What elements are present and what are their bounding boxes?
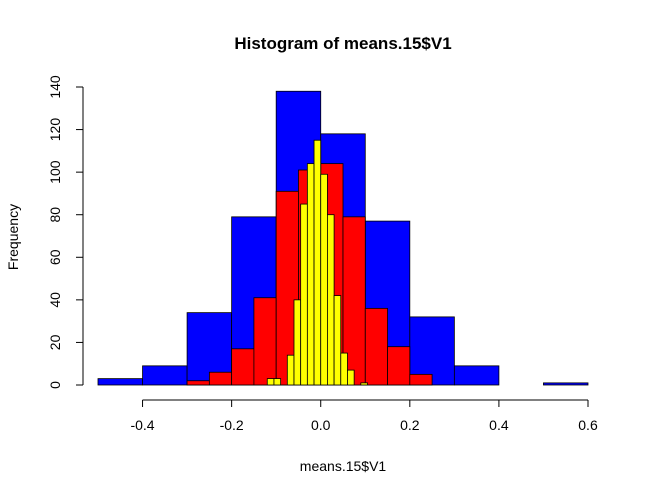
histogram-bar-s1-b0 (186, 380, 210, 386)
histogram-bar-s1-b8 (364, 307, 388, 386)
histogram-bar-s1-b1 (208, 371, 233, 386)
histogram-bar-s0-b1 (142, 365, 188, 386)
histogram-bar-s1-b3 (253, 297, 277, 386)
histogram-bar-s2-b2 (286, 354, 295, 386)
y-tick-label: 80 (47, 207, 63, 223)
histogram-bar-s2-b10 (340, 352, 348, 386)
histogram-bar-s0-b8 (453, 365, 500, 386)
bars-layer (97, 90, 589, 386)
x-tick-label: -0.2 (220, 417, 244, 433)
x-tick-label: 0.6 (578, 417, 598, 433)
y-tick-label: 40 (47, 292, 63, 308)
histogram-bar-s1-b10 (409, 373, 433, 386)
histogram-bar-s2-b7 (320, 173, 328, 386)
histogram-bar-s0-b0 (97, 378, 143, 386)
histogram-bar-s2-b12 (360, 382, 368, 386)
y-tick-label: 100 (47, 160, 63, 184)
x-axis-label: means.15$V1 (300, 458, 387, 474)
histogram-bar-s2-b8 (327, 214, 335, 386)
y-tick-label: 0 (47, 381, 63, 389)
histogram-bar-s2-b9 (333, 295, 342, 386)
histogram-bar-s0-b7 (409, 316, 455, 386)
y-tick-label: 20 (47, 334, 63, 350)
x-tick-label: 0.2 (400, 417, 420, 433)
y-tick-label: 120 (47, 118, 63, 142)
y-axis-label: Frequency (5, 204, 21, 270)
histogram-bar-s2-b4 (300, 203, 308, 386)
y-axis: 0 20 40 60 80 100 120 140 (47, 75, 84, 389)
histogram-bar-s2-b0 (266, 378, 275, 386)
x-tick-label: 0.4 (489, 417, 509, 433)
histogram-bar-s2-b1 (273, 378, 282, 386)
x-axis: -0.4 -0.2 0.0 0.2 0.4 0.6 (130, 399, 598, 433)
histogram-bar-s2-b3 (293, 299, 302, 386)
histogram-bar-s1-b2 (231, 348, 255, 386)
histogram-bar-s2-b6 (313, 139, 322, 386)
histogram-bar-s1-b9 (387, 346, 411, 386)
y-tick-label: 60 (47, 249, 63, 265)
histogram-bar-s2-b11 (347, 369, 355, 386)
x-tick-label: -0.4 (130, 417, 154, 433)
histogram-bar-s0-b10 (543, 382, 589, 386)
x-tick-label: 0.0 (311, 417, 331, 433)
histogram-bar-s2-b5 (306, 163, 315, 386)
y-tick-label: 140 (47, 75, 63, 99)
chart-title: Histogram of means.15$V1 (234, 34, 451, 53)
